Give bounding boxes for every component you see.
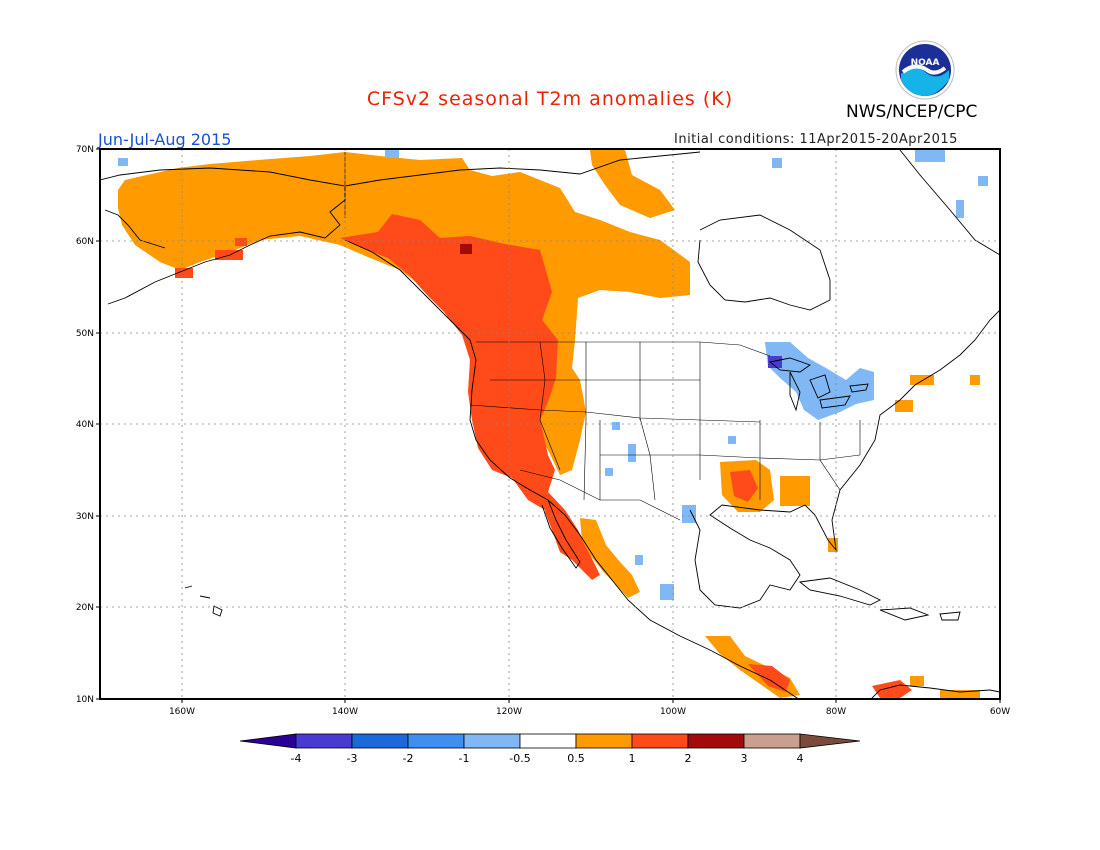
colorbar-label: -2: [403, 752, 414, 765]
map-title: CFSv2 seasonal T2m anomalies (K): [366, 88, 734, 110]
svg-text:NOAA: NOAA: [911, 58, 940, 68]
colorbar-segment: [519, 733, 577, 749]
lon-label: 120W: [496, 707, 522, 717]
cool-anomaly-great-lakes: [765, 342, 874, 420]
colorbar-label: -0.5: [509, 752, 530, 765]
colorbar-min-arrow: [239, 733, 297, 749]
lat-label: 30N: [76, 512, 94, 522]
lon-label: 140W: [332, 707, 358, 717]
hot-anomaly-west: [340, 214, 600, 580]
colorbar: -4 -3 -2 -1 -0.5 0.5 1 2 3 4: [239, 733, 861, 765]
lon-label: 80W: [826, 707, 846, 717]
forecast-period: Jun-Jul-Aug 2015: [98, 130, 232, 149]
lat-label: 60N: [76, 237, 94, 247]
extreme-warm-cell: [460, 244, 472, 254]
colorbar-label: -3: [347, 752, 358, 765]
lon-label: 160W: [169, 707, 195, 717]
colorbar-segment: [407, 733, 465, 749]
colorbar-segment: [687, 733, 745, 749]
lat-label: 70N: [76, 145, 94, 155]
noaa-logo: NOAA: [895, 40, 955, 100]
lon-label: 60W: [990, 707, 1010, 717]
colorbar-label: 1: [629, 752, 636, 765]
lat-label: 20N: [76, 603, 94, 613]
colorbar-max-arrow: [799, 733, 861, 749]
lat-label: 40N: [76, 420, 94, 430]
initial-conditions: Initial conditions: 11Apr2015-20Apr2015: [674, 132, 958, 147]
lat-label: 10N: [76, 695, 94, 705]
colorbar-segment: [631, 733, 689, 749]
coastlines: [100, 149, 1000, 699]
colorbar-label: 0.5: [567, 752, 585, 765]
anomaly-fields: [118, 150, 988, 699]
warm-anomaly-alaska: [118, 152, 690, 475]
political-boundaries: [344, 152, 861, 521]
colorbar-segment: [295, 733, 353, 749]
organization-label: NWS/NCEP/CPC: [846, 102, 978, 122]
colorbar-segment: [351, 733, 409, 749]
lon-label: 100W: [660, 707, 686, 717]
colorbar-label: 3: [741, 752, 748, 765]
lat-label: 50N: [76, 329, 94, 339]
colorbar-label: -1: [459, 752, 470, 765]
graticule: [100, 149, 1000, 699]
cool-anomaly-strong: [768, 356, 782, 368]
axis-ticks: [96, 148, 1001, 703]
colorbar-segment: [743, 733, 801, 749]
colorbar-segment: [575, 733, 633, 749]
colorbar-label: -4: [291, 752, 302, 765]
colorbar-segment: [463, 733, 521, 749]
warm-anomaly-canada-north: [590, 150, 675, 218]
colorbar-label: 4: [797, 752, 804, 765]
colorbar-label: 2: [685, 752, 692, 765]
